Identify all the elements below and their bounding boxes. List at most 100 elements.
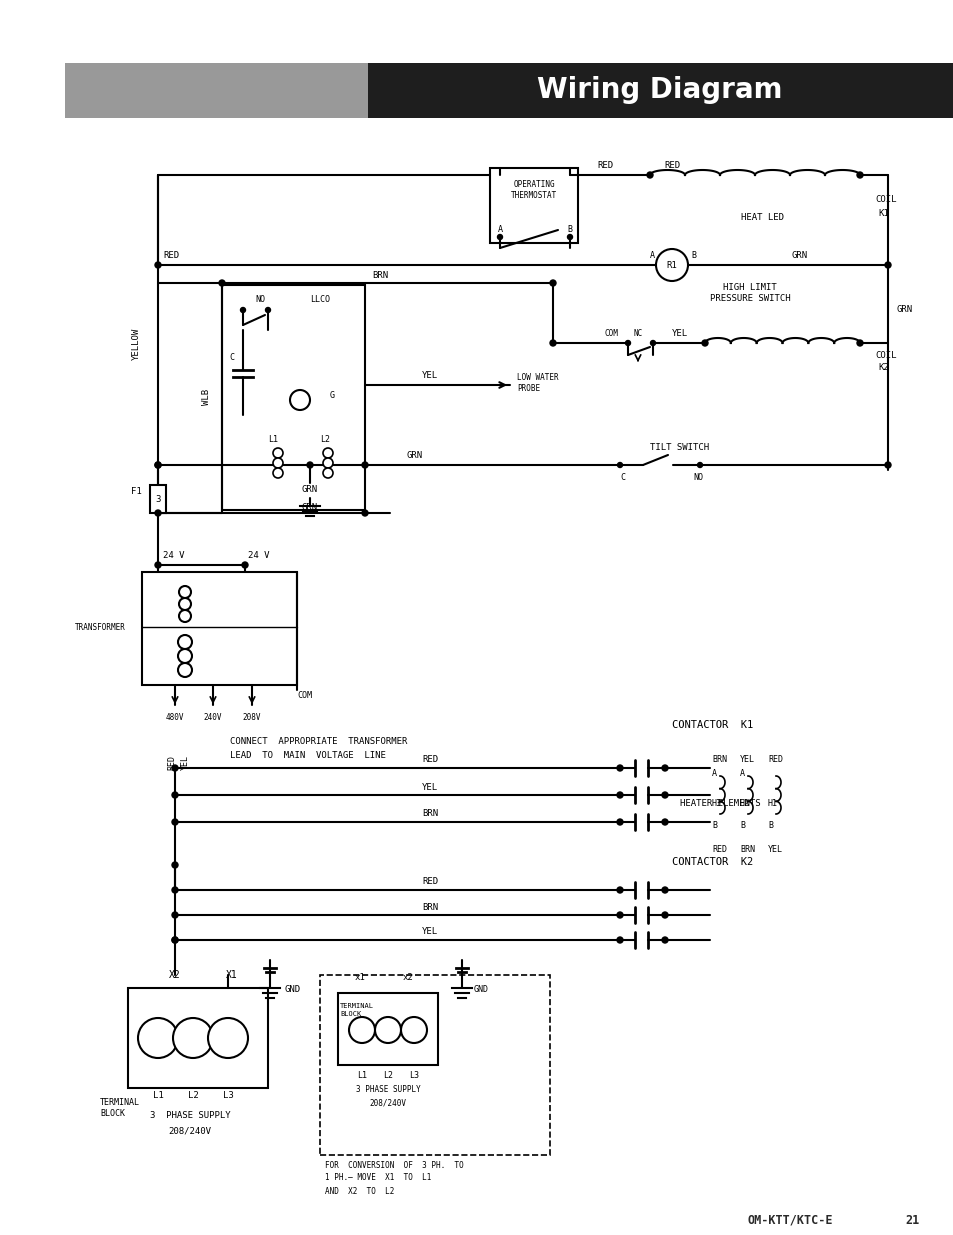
Text: COM: COM xyxy=(296,690,312,699)
Text: HEAT LED: HEAT LED xyxy=(740,214,783,222)
Circle shape xyxy=(497,235,502,240)
Circle shape xyxy=(307,462,313,468)
Circle shape xyxy=(361,462,368,468)
Bar xyxy=(150,485,166,513)
Circle shape xyxy=(661,911,667,918)
Text: 208/240V: 208/240V xyxy=(369,1098,406,1108)
Circle shape xyxy=(290,390,310,410)
Text: CONNECT  APPROPRIATE  TRANSFORMER: CONNECT APPROPRIATE TRANSFORMER xyxy=(230,737,407,746)
Text: B: B xyxy=(740,821,744,830)
Text: A: A xyxy=(649,251,654,259)
Circle shape xyxy=(240,308,245,312)
Text: 21: 21 xyxy=(904,1214,919,1226)
Text: B: B xyxy=(567,226,572,235)
Circle shape xyxy=(661,764,667,771)
Text: HIGH LIMIT
PRESSURE SWITCH: HIGH LIMIT PRESSURE SWITCH xyxy=(709,283,789,303)
Circle shape xyxy=(567,235,572,240)
Bar xyxy=(368,63,953,119)
Bar xyxy=(319,974,550,1155)
Text: COM: COM xyxy=(603,329,618,337)
Circle shape xyxy=(154,462,161,468)
Text: YEL: YEL xyxy=(180,756,190,771)
Text: L1: L1 xyxy=(356,1071,367,1079)
Circle shape xyxy=(400,1016,427,1044)
Circle shape xyxy=(884,462,890,468)
Text: X2: X2 xyxy=(169,969,181,981)
Text: B: B xyxy=(711,821,717,830)
Circle shape xyxy=(661,887,667,893)
Circle shape xyxy=(273,468,283,478)
Circle shape xyxy=(172,792,178,798)
Text: 1 PH.— MOVE  X1  TO  L1: 1 PH.— MOVE X1 TO L1 xyxy=(325,1173,431,1182)
Circle shape xyxy=(179,598,191,610)
Text: CONTACTOR  K1: CONTACTOR K1 xyxy=(671,720,753,730)
Circle shape xyxy=(242,562,248,568)
Text: 208/240V: 208/240V xyxy=(169,1126,212,1135)
Text: TERMINAL
BLOCK: TERMINAL BLOCK xyxy=(339,1004,374,1016)
Circle shape xyxy=(375,1016,400,1044)
Circle shape xyxy=(178,650,192,663)
Text: 24 V: 24 V xyxy=(248,552,269,561)
Text: FOR  CONVERSION  OF  3 PH.  TO: FOR CONVERSION OF 3 PH. TO xyxy=(325,1161,463,1170)
Text: RED: RED xyxy=(168,756,176,771)
Text: YEL: YEL xyxy=(740,756,754,764)
Circle shape xyxy=(361,510,368,516)
Circle shape xyxy=(617,887,622,893)
Circle shape xyxy=(856,172,862,178)
Circle shape xyxy=(154,510,161,516)
Text: YEL: YEL xyxy=(421,372,437,380)
Text: YEL: YEL xyxy=(767,846,782,855)
Text: RED: RED xyxy=(663,162,679,170)
Text: OPERATING
THERMOSTAT: OPERATING THERMOSTAT xyxy=(511,180,557,200)
Circle shape xyxy=(323,448,333,458)
Bar xyxy=(337,993,437,1065)
Circle shape xyxy=(617,462,622,468)
Text: BRN: BRN xyxy=(421,809,437,819)
Text: F1: F1 xyxy=(132,488,142,496)
Text: RED: RED xyxy=(421,878,437,887)
Circle shape xyxy=(550,340,556,346)
Text: COIL: COIL xyxy=(874,195,896,205)
Text: AND  X2  TO  L2: AND X2 TO L2 xyxy=(325,1187,394,1195)
Circle shape xyxy=(856,340,862,346)
Circle shape xyxy=(617,937,622,944)
Text: x2: x2 xyxy=(402,973,413,983)
Circle shape xyxy=(172,1018,213,1058)
Text: L2: L2 xyxy=(319,436,330,445)
Text: GRN: GRN xyxy=(301,503,317,511)
Text: A: A xyxy=(740,769,744,778)
Text: 3  PHASE SUPPLY: 3 PHASE SUPPLY xyxy=(150,1112,230,1120)
Text: L1: L1 xyxy=(268,436,277,445)
Bar xyxy=(65,63,368,119)
Text: GRN: GRN xyxy=(896,305,912,315)
Text: CONTACTOR  K2: CONTACTOR K2 xyxy=(671,857,753,867)
Text: BRN: BRN xyxy=(372,270,388,279)
Text: RED: RED xyxy=(421,756,437,764)
Text: B: B xyxy=(767,821,772,830)
Circle shape xyxy=(154,462,161,468)
Circle shape xyxy=(656,249,687,282)
Text: H1: H1 xyxy=(767,799,778,808)
Text: HEATER ELEMENTS: HEATER ELEMENTS xyxy=(679,799,760,808)
Text: GND: GND xyxy=(285,986,301,994)
Text: A: A xyxy=(711,769,717,778)
Text: L3: L3 xyxy=(409,1071,418,1079)
Text: H2: H2 xyxy=(740,799,749,808)
Circle shape xyxy=(884,262,890,268)
Text: LOW WATER
PROBE: LOW WATER PROBE xyxy=(517,373,558,393)
Circle shape xyxy=(179,610,191,622)
Circle shape xyxy=(179,585,191,598)
Circle shape xyxy=(172,937,178,944)
Circle shape xyxy=(697,462,701,468)
Circle shape xyxy=(617,819,622,825)
Text: x1: x1 xyxy=(355,973,365,983)
Circle shape xyxy=(617,911,622,918)
Text: RED: RED xyxy=(163,252,179,261)
Circle shape xyxy=(617,792,622,798)
Circle shape xyxy=(661,819,667,825)
Text: L2: L2 xyxy=(382,1071,393,1079)
Bar xyxy=(128,988,268,1088)
Text: 480V: 480V xyxy=(166,713,184,721)
Text: YELLOW: YELLOW xyxy=(132,327,140,361)
Circle shape xyxy=(172,911,178,918)
